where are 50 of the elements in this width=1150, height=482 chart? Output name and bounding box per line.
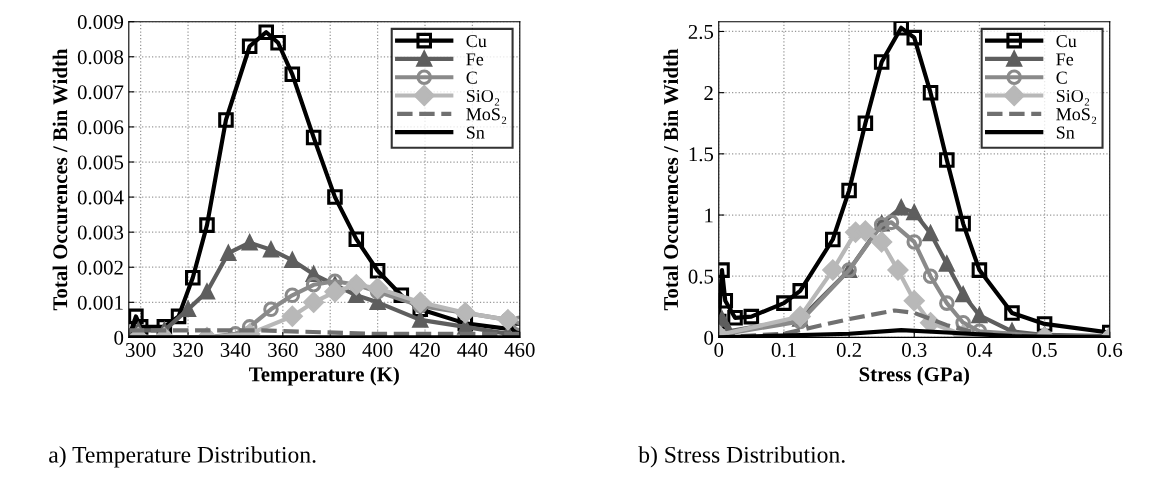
text: a) Temperature Distribution. [49, 446, 316, 468]
legend-label: MoS₂ [466, 108, 507, 124]
y-tick-label: 2.5 [688, 24, 714, 39]
legend-label: Cu [1056, 35, 1077, 48]
y-tick-label: 0 [114, 330, 124, 345]
x-tick-label: 400 [362, 342, 393, 357]
legend-label: Fe [466, 53, 484, 66]
x-tick-label: 300 [126, 342, 156, 357]
y-tick-label: 2 [704, 86, 713, 100]
y-axis-title: Total Occurences / Bin Width [52, 48, 68, 311]
y-tick-label: 0.001 [77, 295, 123, 310]
legend-label: C [466, 71, 477, 84]
x-tick-label: 0.5 [1032, 342, 1057, 358]
x-tick-label: 380 [315, 342, 346, 357]
y-axis-title: Total Occurences / Bin Width [663, 48, 679, 311]
x-tick-label: 460 [504, 342, 535, 357]
legend-label: SiO₂ [1056, 89, 1090, 106]
y-tick-label: 0 [704, 330, 714, 345]
x-axis-title: Stress (GPa) [859, 366, 969, 386]
y-tick-label: 0.009 [77, 15, 124, 30]
x-tick-label: 0.2 [836, 342, 861, 358]
legend-label: Cu [466, 35, 487, 48]
x-tick-label: 320 [173, 342, 203, 357]
text: b) Stress Distribution. [638, 446, 845, 468]
legend-label: Sn [466, 126, 485, 139]
x-tick-label: 440 [457, 342, 488, 357]
y-tick-label: 0.005 [77, 155, 124, 170]
x-tick-label: 0.6 [1097, 342, 1123, 358]
y-tick-label: 1 [705, 208, 713, 223]
legend-label: Fe [1056, 53, 1074, 66]
y-tick-label: 0.006 [77, 120, 124, 135]
y-tick-label: 0.007 [77, 85, 124, 100]
x-tick-label: 420 [409, 342, 440, 357]
legend-label: Sn [1056, 126, 1075, 139]
legend-label: C [1056, 71, 1067, 84]
y-tick-label: 0.004 [77, 190, 124, 205]
x-axis-title: Temperature (K) [249, 366, 399, 386]
y-tick-label: 0.008 [77, 50, 124, 65]
y-tick-label: 0.002 [77, 260, 123, 275]
x-tick-label: 0.3 [902, 342, 927, 358]
x-tick-label: 360 [268, 342, 298, 357]
legend-label: MoS₂ [1056, 108, 1097, 124]
x-tick-label: 340 [220, 342, 251, 357]
legend-label: SiO₂ [466, 89, 500, 106]
y-tick-label: 0.5 [688, 269, 714, 284]
x-tick-label: 0.1 [771, 342, 796, 358]
x-tick-label: 0.4 [967, 342, 993, 358]
y-tick-label: 1.5 [689, 147, 714, 162]
y-tick-label: 0.003 [77, 225, 124, 240]
x-tick-label: 0 [714, 342, 724, 357]
